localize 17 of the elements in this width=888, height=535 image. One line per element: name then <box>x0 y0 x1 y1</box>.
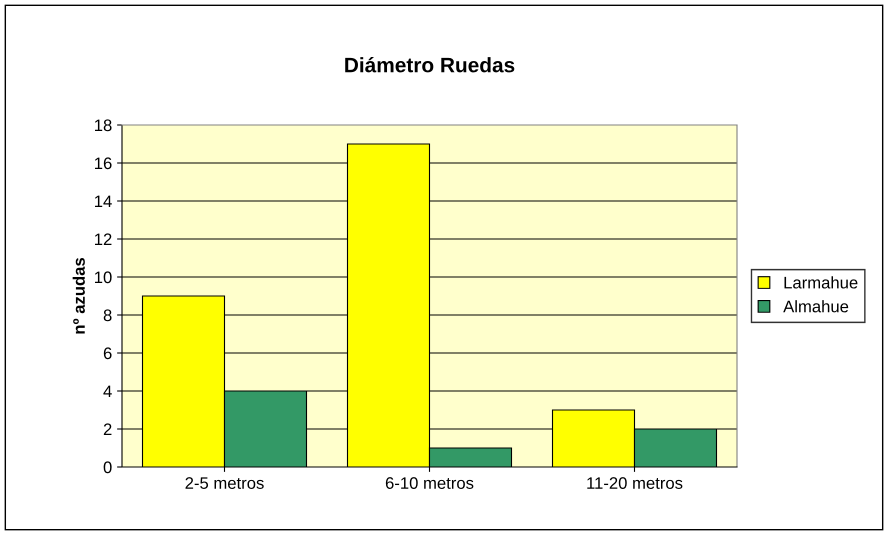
y-tick-label: 10 <box>95 271 112 284</box>
y-tick-label: 0 <box>104 461 112 474</box>
y-tick-label: 16 <box>95 157 112 170</box>
x-tick-label: 11-20 metros <box>587 477 682 489</box>
y-axis-title: nº azudas <box>72 258 85 334</box>
x-tick-label: 6-10 metros <box>386 477 474 489</box>
x-tick-label: 2-5 metros <box>186 477 264 489</box>
y-tick-label: 12 <box>95 233 112 246</box>
y-tick-label: 18 <box>95 119 112 132</box>
y-tick-label: 14 <box>95 196 112 208</box>
chart-title: Diámetro Ruedas <box>345 56 514 72</box>
y-tick-label: 6 <box>104 347 112 360</box>
legend-label: Almahue <box>783 300 848 312</box>
legend-label: Larmahue <box>784 276 858 289</box>
y-tick-label: 4 <box>103 386 112 398</box>
y-tick-label: 2 <box>104 423 112 436</box>
y-tick-label: 8 <box>104 309 112 322</box>
